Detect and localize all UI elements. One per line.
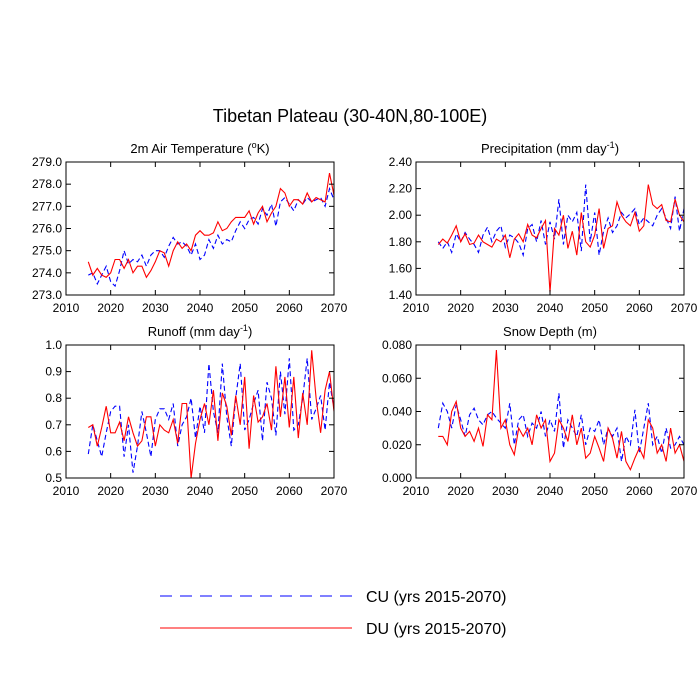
panel-title-text: Precipitation (mm day: [481, 141, 607, 156]
x-tick-label: 2010: [53, 301, 80, 315]
y-tick-label: 1.40: [389, 288, 413, 302]
x-tick-label: 2030: [142, 301, 169, 315]
legend-label-cu: CU (yrs 2015-2070): [366, 589, 507, 606]
x-tick-label: 2070: [671, 301, 698, 315]
series-line-du: [87, 172, 334, 279]
x-tick-label: 2040: [537, 484, 564, 498]
y-tick-label: 276.0: [32, 222, 62, 236]
legend-label-du: DU (yrs 2015-2070): [366, 621, 507, 638]
y-tick-label: 0.5: [45, 471, 62, 485]
x-tick-label: 2020: [97, 301, 124, 315]
panel-title-superscript: -1: [607, 140, 615, 150]
y-tick-label: 0.020: [382, 438, 412, 452]
y-tick-label: 0.9: [45, 365, 62, 379]
x-tick-label: 2020: [447, 301, 474, 315]
plot-frame: [65, 344, 335, 479]
x-tick-label: 2050: [581, 301, 608, 315]
y-tick-label: 2.20: [389, 182, 413, 196]
figure-title: Tibetan Plateau (30-40N,80-100E): [213, 106, 488, 126]
x-tick-label: 2030: [492, 484, 519, 498]
chart-panel-snow-depth: Snow Depth (m) 2010 2020 2030 2040 2050 2060 20…: [382, 324, 698, 498]
panel-title-text: Runoff (mm day: [148, 324, 241, 339]
x-tick-label: 2060: [626, 301, 653, 315]
panel-title-superscript: o: [252, 140, 257, 150]
y-tick-label: 1.0: [45, 338, 62, 352]
x-tick-label: 2040: [537, 301, 564, 315]
y-tick-label: 0.8: [45, 391, 62, 405]
x-tick-label: 2070: [321, 301, 348, 315]
y-tick-label: 273.0: [32, 288, 62, 302]
panel-title-text: 2m Air Temperature (: [130, 141, 252, 156]
chart-panel-runoff: Runoff (mm day-1) 2010 2020 2030 2040 2050 206…: [45, 323, 347, 498]
y-tick-label: 277.0: [32, 199, 62, 213]
series-line-cu: [87, 358, 334, 473]
series-line-cu: [437, 393, 684, 462]
panel-title-text-end: ): [248, 324, 252, 339]
chart-panel-precipitation: Precipitation (mm day-1) 2010 2020 2030 2040…: [389, 140, 698, 315]
y-tick-label: 0.040: [382, 405, 412, 419]
x-tick-label: 2050: [231, 484, 258, 498]
x-tick-label: 2010: [403, 484, 430, 498]
series-line-du: [438, 349, 684, 472]
y-tick-label: 0.080: [382, 338, 412, 352]
y-tick-label: 0.060: [382, 371, 412, 385]
x-tick-label: 2060: [626, 484, 653, 498]
x-tick-label: 2030: [492, 301, 519, 315]
x-tick-label: 2060: [276, 484, 303, 498]
y-tick-label: 0.7: [45, 418, 62, 432]
series-line-du: [88, 350, 334, 478]
x-tick-label: 2040: [187, 301, 214, 315]
y-tick-label: 279.0: [32, 155, 62, 169]
plot-frame: [415, 161, 685, 296]
x-tick-label: 2030: [142, 484, 169, 498]
series-line-cu: [437, 184, 684, 258]
panel-title: 2m Air Temperature (oK): [130, 140, 269, 156]
y-tick-label: 278.0: [32, 177, 62, 191]
y-tick-label: 2.00: [389, 208, 413, 222]
y-tick-label: 274.0: [32, 266, 62, 280]
panel-title: Snow Depth (m): [503, 324, 597, 339]
x-tick-label: 2020: [97, 484, 124, 498]
panel-title-text-end: ): [615, 141, 619, 156]
chart-panel-temperature: 2m Air Temperature (oK) 2010 2020 2030 2040 2…: [32, 140, 348, 315]
panel-title: Runoff (mm day-1): [148, 323, 253, 339]
x-tick-label: 2050: [231, 301, 258, 315]
panel-title-text-end: K): [257, 141, 270, 156]
x-tick-label: 2040: [187, 484, 214, 498]
x-tick-label: 2070: [321, 484, 348, 498]
y-tick-label: 275.0: [32, 244, 62, 258]
y-tick-label: 1.80: [389, 235, 413, 249]
panel-title-text: Snow Depth (m): [503, 324, 597, 339]
panel-title-superscript: -1: [240, 323, 248, 333]
y-tick-label: 2.40: [389, 155, 413, 169]
series-line-du: [437, 184, 684, 293]
x-tick-label: 2010: [403, 301, 430, 315]
x-tick-label: 2060: [276, 301, 303, 315]
y-tick-label: 0.6: [45, 444, 62, 458]
x-tick-label: 2070: [671, 484, 698, 498]
plot-frame: [65, 161, 335, 296]
y-tick-label: 0.000: [382, 471, 412, 485]
y-tick-label: 1.60: [389, 261, 413, 275]
series-line-cu: [88, 186, 334, 288]
x-tick-label: 2020: [447, 484, 474, 498]
x-tick-label: 2010: [53, 484, 80, 498]
panel-title: Precipitation (mm day-1): [481, 140, 619, 156]
chart-panels: 2m Air Temperature (oK) 2010 2020 2030 2040 2…: [32, 140, 698, 498]
legend: CU (yrs 2015-2070) DU (yrs 2015-2070): [160, 589, 507, 638]
x-tick-label: 2050: [581, 484, 608, 498]
